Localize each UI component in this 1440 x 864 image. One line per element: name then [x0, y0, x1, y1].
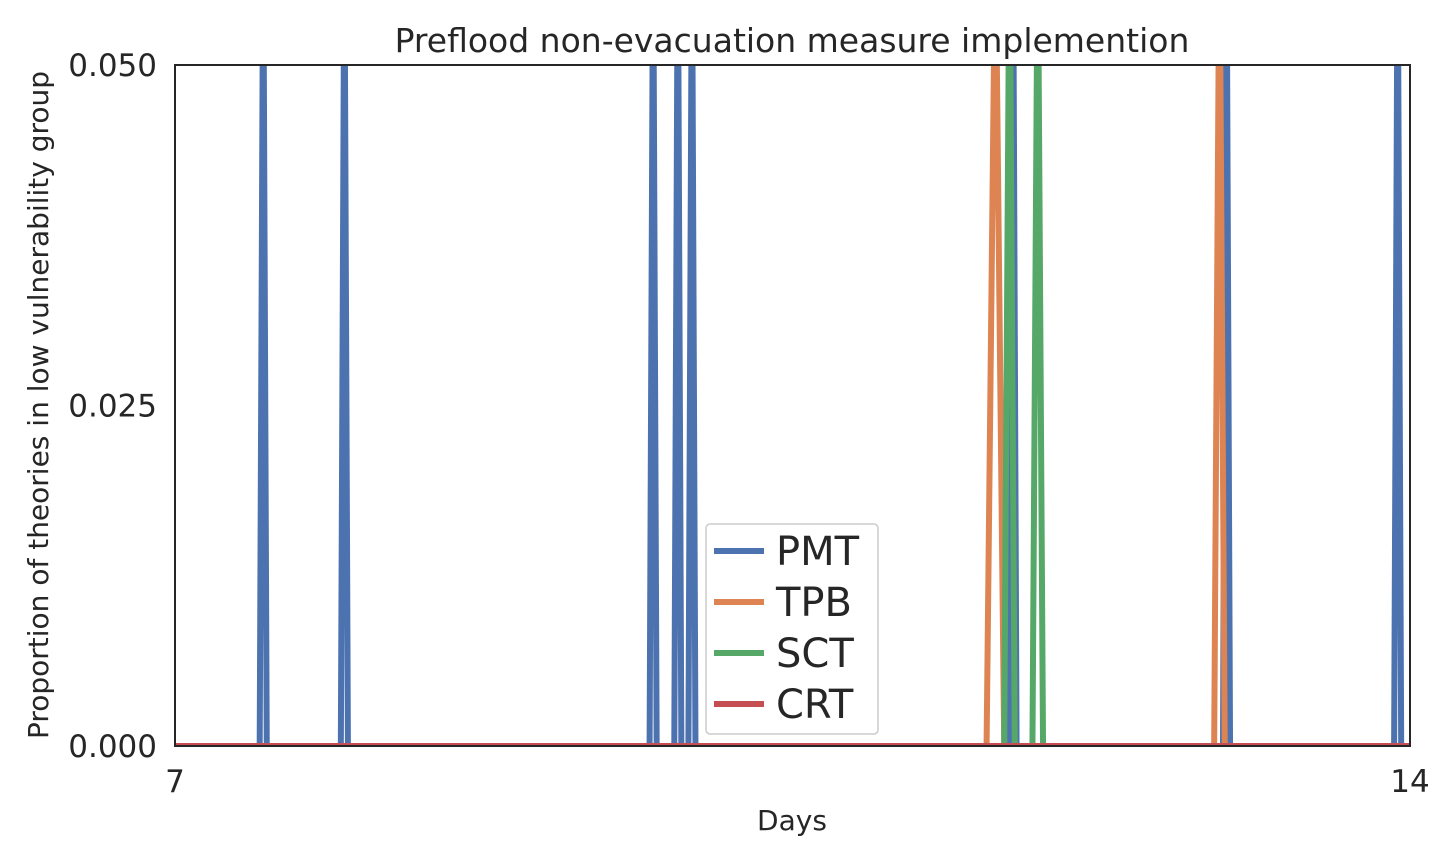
- series-line-sct: [175, 65, 1410, 746]
- y-tick-label: 0.000: [68, 729, 157, 765]
- legend-item-pmt[interactable]: PMT: [714, 529, 860, 575]
- legend-item-crt[interactable]: CRT: [714, 682, 854, 728]
- x-axis-label: Days: [757, 804, 827, 837]
- legend-label: SCT: [776, 631, 854, 677]
- legend-label: TPB: [775, 580, 852, 626]
- legend-label: CRT: [776, 682, 854, 728]
- legend-frame: [705, 523, 879, 735]
- legend-item-sct[interactable]: SCT: [714, 631, 854, 677]
- y-tick-label: 0.025: [68, 389, 157, 425]
- x-tick-label: 14: [1390, 764, 1429, 800]
- chart-title: Preflood non-evacuation measure implemen…: [395, 21, 1190, 60]
- x-tick-label: 7: [165, 764, 185, 800]
- series-line-pmt: [175, 65, 1410, 746]
- legend-label: PMT: [776, 529, 860, 575]
- plot-frame: [174, 64, 1411, 747]
- series-layer: [175, 65, 1410, 746]
- tick-layer: 7 14 0.000 0.025 0.050: [68, 48, 1429, 800]
- y-tick-label: 0.050: [68, 48, 157, 84]
- legend[interactable]: PMT TPB SCT CRT: [705, 523, 879, 735]
- series-line-tpb: [175, 65, 1410, 746]
- y-axis-label: Proportion of theories in low vulnerabil…: [22, 71, 55, 739]
- legend-item-tpb[interactable]: TPB: [714, 580, 852, 626]
